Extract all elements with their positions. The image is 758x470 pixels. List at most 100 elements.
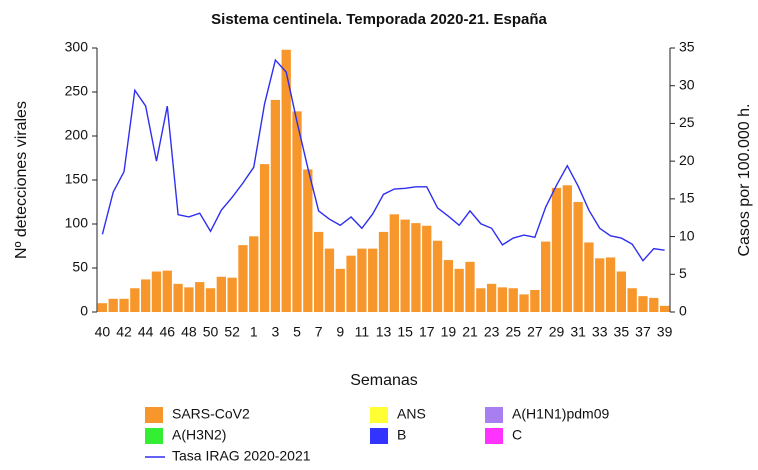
bar [638,296,648,312]
bar [573,202,583,312]
legend-swatch [370,428,388,444]
x-tick-label: 11 [355,324,370,340]
bar [649,297,659,312]
bar [497,287,508,312]
legend-swatch [370,407,388,423]
legend-swatch [485,428,503,444]
bar [227,277,237,312]
y-axis-label: Nº detecciones virales [13,101,30,259]
bar [400,219,410,312]
x-tick-label: 5 [293,324,301,340]
y-tick-label: 300 [65,39,89,55]
bar [659,305,670,312]
y2-tick-label: 35 [679,39,695,55]
x-tick-label: 31 [570,324,586,340]
bar [541,241,551,312]
x-tick-label: 42 [116,324,132,340]
bar [486,283,497,312]
bar [281,49,291,312]
bar [584,242,594,312]
y2-tick-label: 30 [679,76,695,92]
x-tick-label: 40 [95,324,111,340]
x-tick-label: 19 [441,324,457,340]
bar [443,260,454,312]
bar [627,288,637,312]
x-tick-label: 46 [159,324,175,340]
bar [357,248,367,312]
bar [378,231,389,312]
bar [173,283,183,312]
bar [238,245,248,312]
x-tick-label: 7 [315,324,323,340]
legend-label: Tasa IRAG 2020-2021 [172,448,311,464]
bar [216,276,226,312]
y-tick-label: 100 [65,215,89,231]
bar [411,223,421,312]
y-tick-label: 0 [80,303,88,319]
x-tick-label: 1 [250,324,258,340]
bar [562,185,572,312]
line [101,58,665,262]
x-tick-label: 48 [181,324,197,340]
x-tick-label: 37 [635,324,651,340]
x-tick-label: 29 [549,324,565,340]
x-tick-label: 35 [614,324,630,340]
x-tick-label: 9 [336,324,344,340]
bar [313,231,324,312]
x-tick-label: 23 [484,324,500,340]
x-tick-label: 17 [419,324,435,340]
bar [292,111,302,312]
y2-tick-label: 15 [679,190,695,206]
bar [519,294,529,312]
legend-label: SARS-CoV2 [172,406,250,422]
bar [184,287,194,312]
y2-tick-label: 0 [679,303,687,319]
y2-tick-label: 10 [679,227,695,243]
bar [335,268,345,312]
x-tick-label: 3 [271,324,279,340]
legend-label: B [397,427,406,443]
bar [346,255,356,312]
bar [162,270,172,312]
bar [151,271,162,312]
y2-tick-label: 25 [679,114,695,130]
bar [195,282,205,312]
x-tick-label: 50 [203,324,219,340]
legend-swatch [145,407,163,423]
bar [454,268,464,312]
bar [605,257,616,312]
x-tick-label: 39 [657,324,673,340]
y-tick-label: 150 [65,171,89,187]
bar [97,303,108,312]
bar [508,288,518,312]
bar [595,258,605,312]
bar [130,288,140,312]
legend-label: A(H1N1)pdm09 [512,406,609,422]
bar [368,248,378,312]
legend-swatch [485,407,503,423]
x-tick-label: 21 [462,324,478,340]
x-tick-label: 25 [505,324,521,340]
bar [389,214,399,312]
x-tick-label: 52 [224,324,240,340]
legend-label: A(H3N2) [172,427,226,443]
y-tick-label: 250 [65,83,89,99]
y2-axis-label: Casos por 100.000 h. [736,104,753,257]
bar [141,279,151,312]
x-tick-label: 15 [397,324,413,340]
bar [259,164,270,312]
legend-label: ANS [397,406,426,422]
y2-tick-label: 5 [679,265,687,281]
x-axis-label: Semanas [350,372,418,389]
bar [465,261,475,312]
bar [205,288,216,312]
bar [530,290,540,312]
x-tick-label: 13 [376,324,392,340]
x-tick-label: 27 [527,324,543,340]
bar [422,225,432,312]
bar [432,240,443,312]
chart-title: Sistema centinela. Temporada 2020-21. Es… [211,11,547,28]
bar [551,187,562,312]
bar [270,99,281,312]
